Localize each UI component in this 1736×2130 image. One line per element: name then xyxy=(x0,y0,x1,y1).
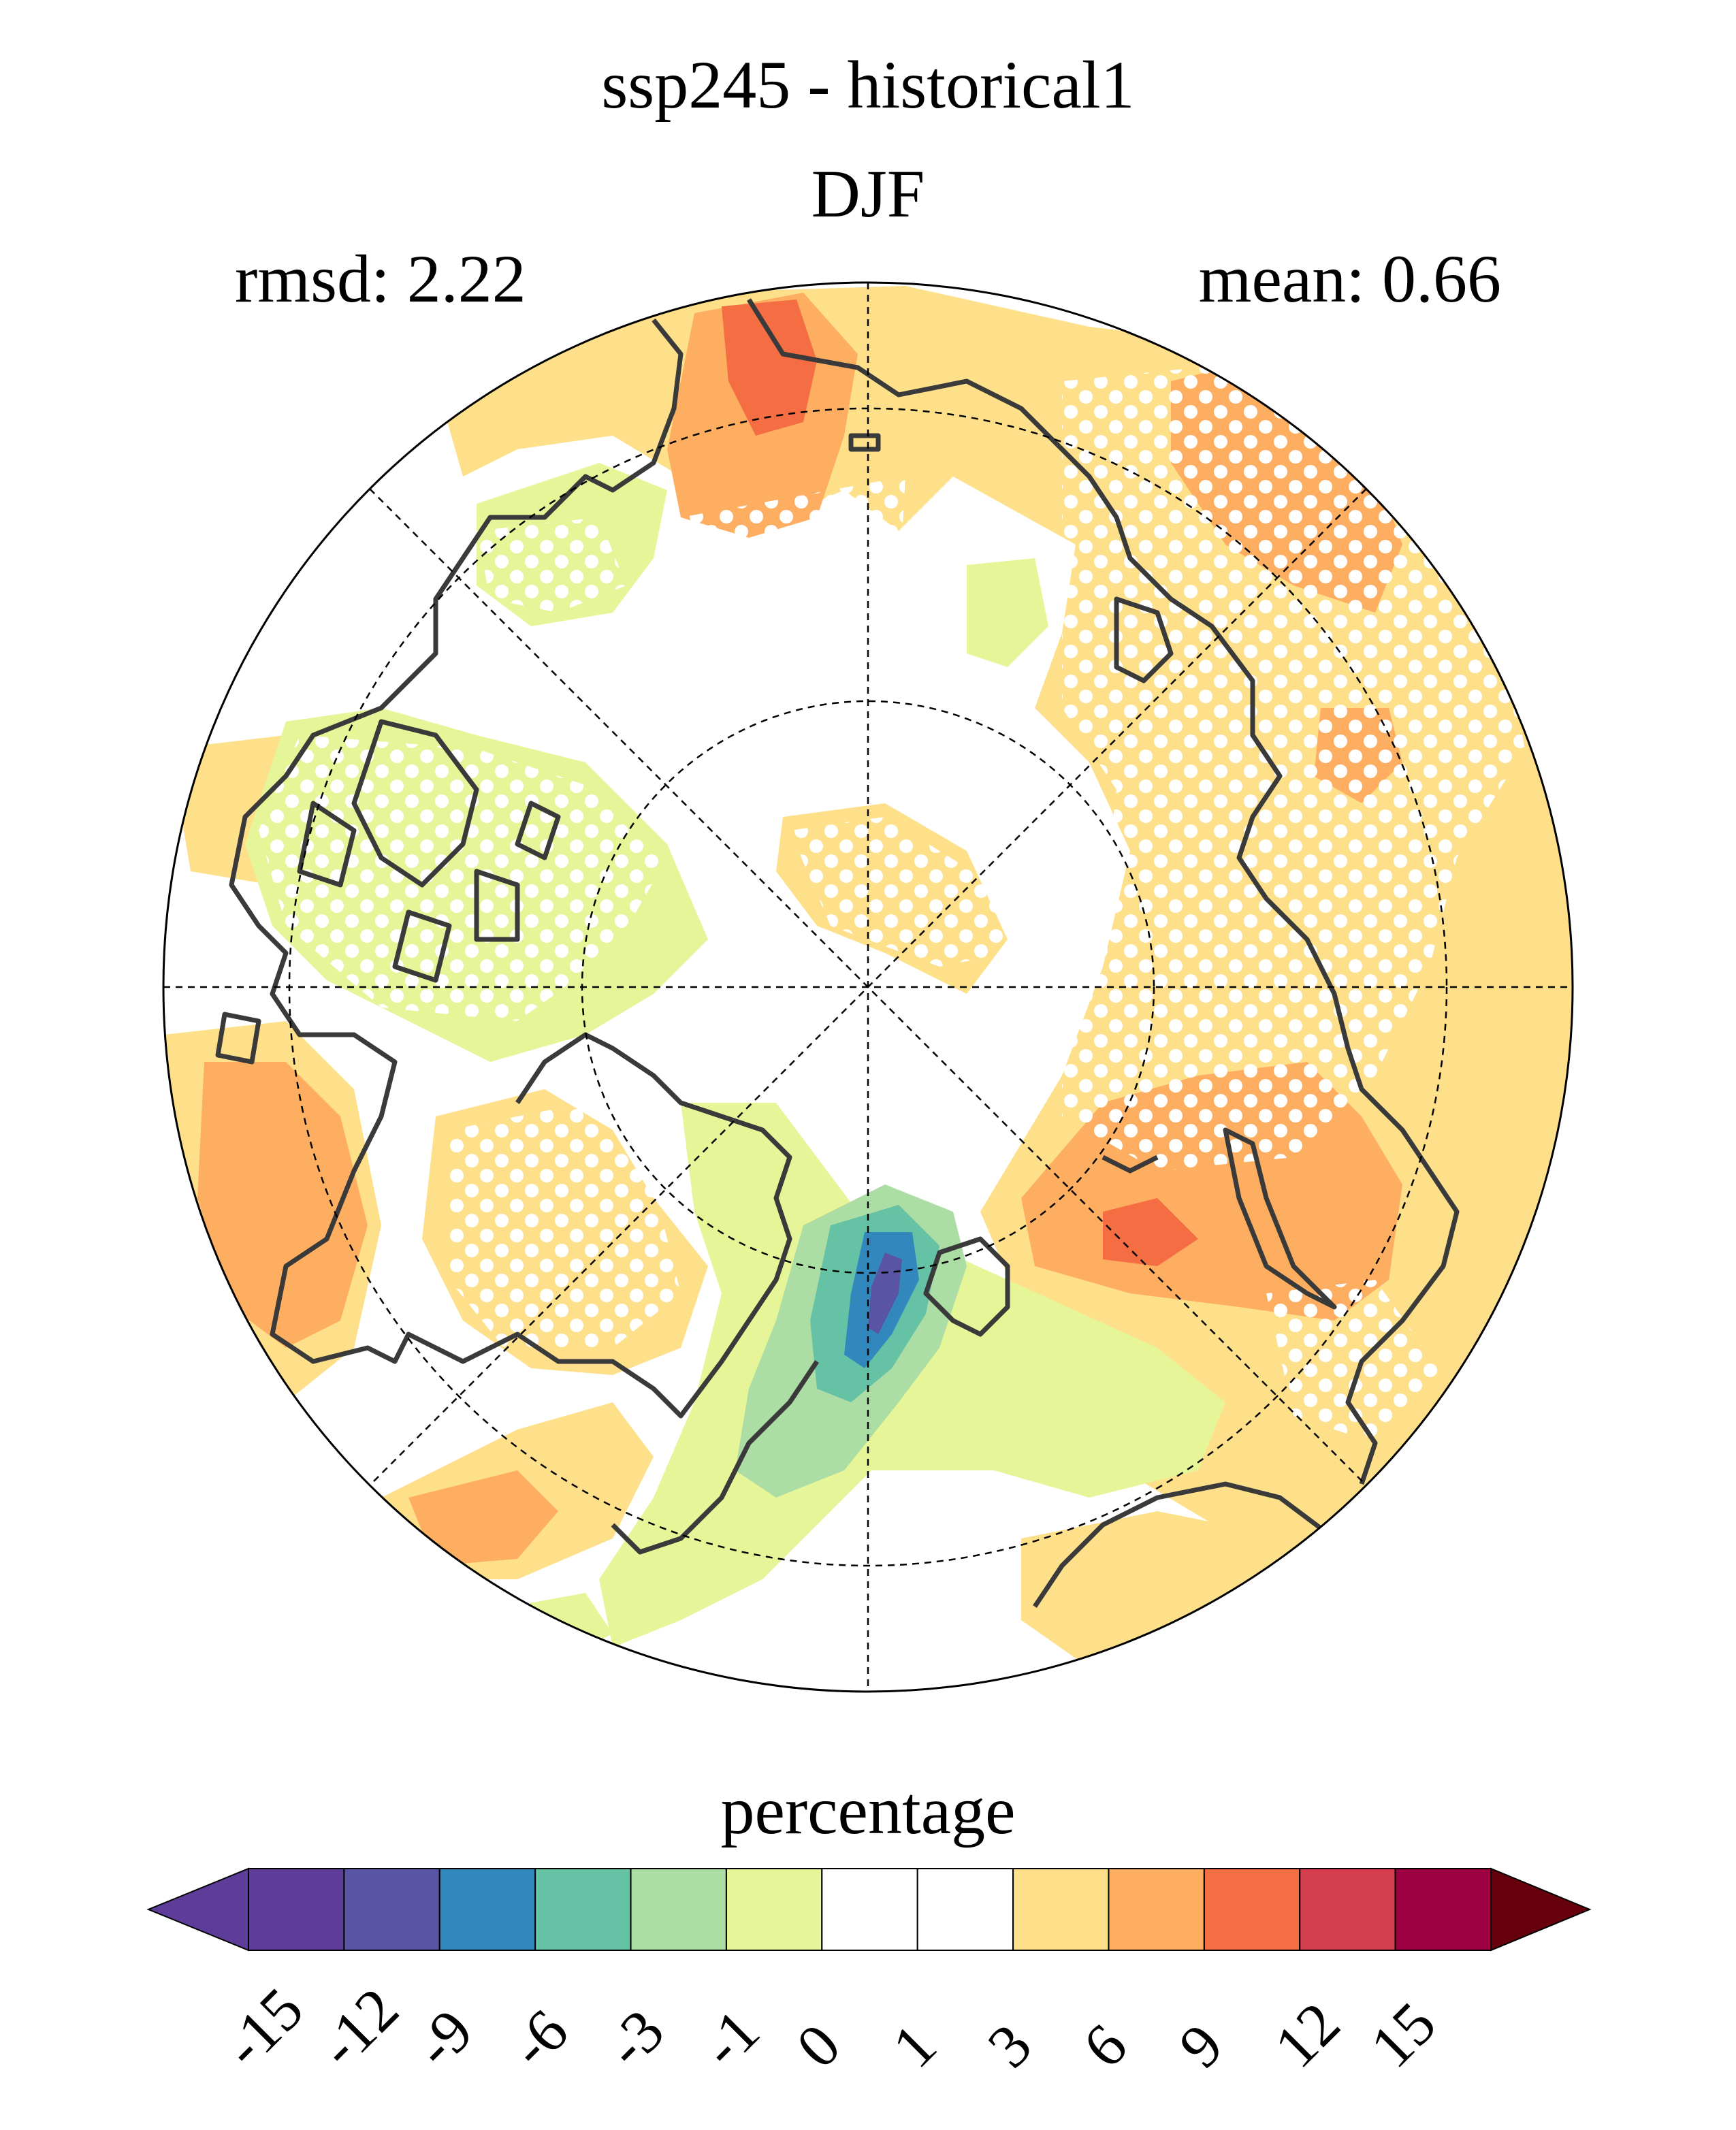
map-title: ssp245 - historical1 xyxy=(601,47,1135,123)
colorbar-tick-label: -3 xyxy=(592,1997,677,2081)
colorbar-tick-label: 1 xyxy=(880,2011,949,2081)
colorbar-tick-label: 9 xyxy=(1166,2011,1236,2081)
colorbar-tick-label: -9 xyxy=(402,1997,486,2081)
colorbar-segment xyxy=(1299,1868,1396,1951)
colorbar-segment xyxy=(916,1868,1014,1951)
coastlines xyxy=(215,298,1460,1608)
colorbar-segment xyxy=(1394,1868,1492,1951)
colorbar-segment xyxy=(1108,1868,1205,1951)
colorbar-tick-label: 6 xyxy=(1070,2011,1140,2081)
colorbar-segment xyxy=(821,1868,918,1951)
colorbar-segment xyxy=(630,1868,727,1951)
polar-map xyxy=(162,281,1574,1693)
colorbar-tick-label: 15 xyxy=(1357,1989,1449,2081)
colorbar-segment xyxy=(438,1868,536,1951)
colorbar-segments xyxy=(146,1867,1592,1952)
colorbar-segment xyxy=(534,1868,632,1951)
colorbar-tick-label: 3 xyxy=(975,2011,1045,2081)
colorbar-tick-label: 12 xyxy=(1261,1989,1353,2081)
graticule xyxy=(163,283,1573,1692)
colorbar-segment xyxy=(1203,1868,1301,1951)
colorbar-tick-label: 0 xyxy=(784,2011,854,2081)
colorbar-tick-label: -12 xyxy=(306,1975,412,2081)
significance-stippling xyxy=(259,368,1525,1443)
colorbar-tick-label: -15 xyxy=(210,1975,317,2081)
season-subtitle: DJF xyxy=(811,156,925,231)
colorbar-tick-label: -6 xyxy=(497,1997,581,2081)
rmsd-label: rmsd: 2.22 xyxy=(235,241,526,317)
colorbar-tick-label: -1 xyxy=(688,1997,773,2081)
colorbar-segment xyxy=(725,1868,823,1951)
extreme-negative-region xyxy=(868,1253,902,1334)
colorbar-segment xyxy=(1012,1868,1110,1951)
mean-label: mean: 0.66 xyxy=(1198,241,1501,317)
colorbar-segment xyxy=(343,1868,440,1951)
colorbar-segment xyxy=(248,1868,345,1951)
colorbar-under-arrow xyxy=(146,1867,249,1952)
strong-positive-regions xyxy=(722,300,1198,1266)
map-boundary xyxy=(162,281,1574,1693)
colorbar-over-arrow xyxy=(1490,1867,1592,1952)
colorbar-title: percentage xyxy=(720,1773,1016,1848)
